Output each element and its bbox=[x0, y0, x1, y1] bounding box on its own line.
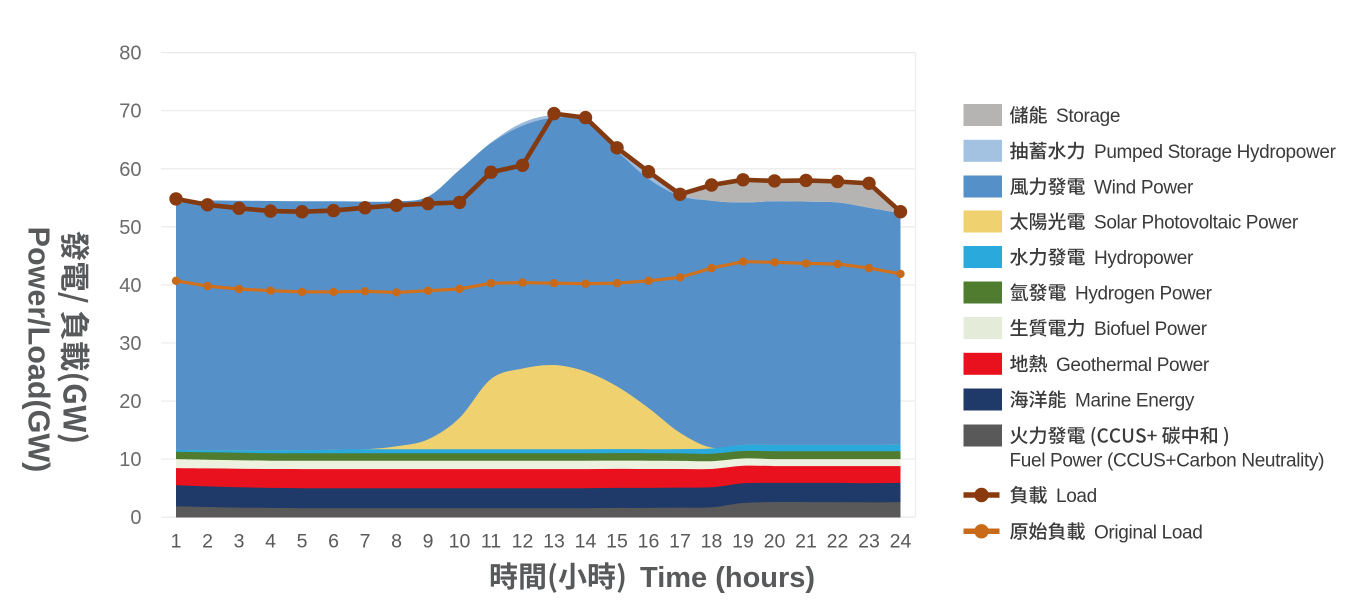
svg-text:17: 17 bbox=[669, 531, 691, 553]
svg-text:70: 70 bbox=[119, 101, 141, 123]
svg-text:12: 12 bbox=[512, 531, 534, 553]
svg-text:30: 30 bbox=[119, 333, 141, 355]
svg-text:60: 60 bbox=[119, 159, 141, 181]
svg-text:16: 16 bbox=[638, 531, 660, 553]
svg-text:14: 14 bbox=[575, 531, 597, 553]
svg-text:4: 4 bbox=[265, 531, 276, 553]
svg-text:18: 18 bbox=[701, 531, 723, 553]
svg-text:20: 20 bbox=[119, 391, 141, 413]
svg-text:21: 21 bbox=[795, 531, 817, 553]
svg-text:6: 6 bbox=[328, 531, 339, 553]
svg-text:23: 23 bbox=[858, 531, 880, 553]
svg-text:Original Load: Original Load bbox=[1094, 522, 1202, 543]
svg-text:20: 20 bbox=[764, 531, 786, 553]
svg-text:Time (hours): Time (hours) bbox=[640, 562, 815, 594]
svg-text:Fuel Power (CCUS+Carbon Neutra: Fuel Power (CCUS+Carbon Neutrality) bbox=[1010, 451, 1325, 472]
svg-text:Geothermal Power: Geothermal Power bbox=[1056, 355, 1210, 376]
svg-text:Power/Load(GW): Power/Load(GW) bbox=[22, 227, 56, 473]
svg-text:Solar Photovoltaic Power: Solar Photovoltaic Power bbox=[1094, 213, 1299, 234]
svg-text:Load: Load bbox=[1056, 486, 1097, 507]
svg-text:11: 11 bbox=[481, 531, 501, 553]
svg-text:10: 10 bbox=[449, 531, 471, 553]
svg-text:1: 1 bbox=[171, 531, 182, 553]
svg-text:Hydrogen Power: Hydrogen Power bbox=[1075, 284, 1213, 305]
svg-text:80: 80 bbox=[119, 43, 141, 65]
svg-text:Biofuel Power: Biofuel Power bbox=[1094, 319, 1208, 340]
svg-text:2: 2 bbox=[202, 531, 213, 553]
svg-text:3: 3 bbox=[234, 531, 245, 553]
svg-text:15: 15 bbox=[606, 531, 628, 553]
svg-text:5: 5 bbox=[297, 531, 308, 553]
svg-text:10: 10 bbox=[119, 449, 141, 471]
svg-text:Marine Energy: Marine Energy bbox=[1075, 391, 1195, 412]
svg-text:7: 7 bbox=[360, 531, 371, 553]
svg-text:19: 19 bbox=[732, 531, 754, 553]
svg-text:Hydropower: Hydropower bbox=[1094, 248, 1194, 269]
svg-text:13: 13 bbox=[543, 531, 565, 553]
svg-text:40: 40 bbox=[119, 275, 141, 297]
svg-text:24: 24 bbox=[890, 531, 912, 553]
svg-text:50: 50 bbox=[119, 217, 141, 239]
svg-text:0: 0 bbox=[130, 507, 141, 529]
svg-text:8: 8 bbox=[391, 531, 402, 553]
svg-text:Storage: Storage bbox=[1056, 106, 1120, 127]
svg-text:22: 22 bbox=[827, 531, 849, 553]
svg-text:Pumped Storage Hydropower: Pumped Storage Hydropower bbox=[1094, 142, 1337, 163]
svg-text:9: 9 bbox=[423, 531, 434, 553]
svg-text:Wind Power: Wind Power bbox=[1094, 178, 1194, 199]
